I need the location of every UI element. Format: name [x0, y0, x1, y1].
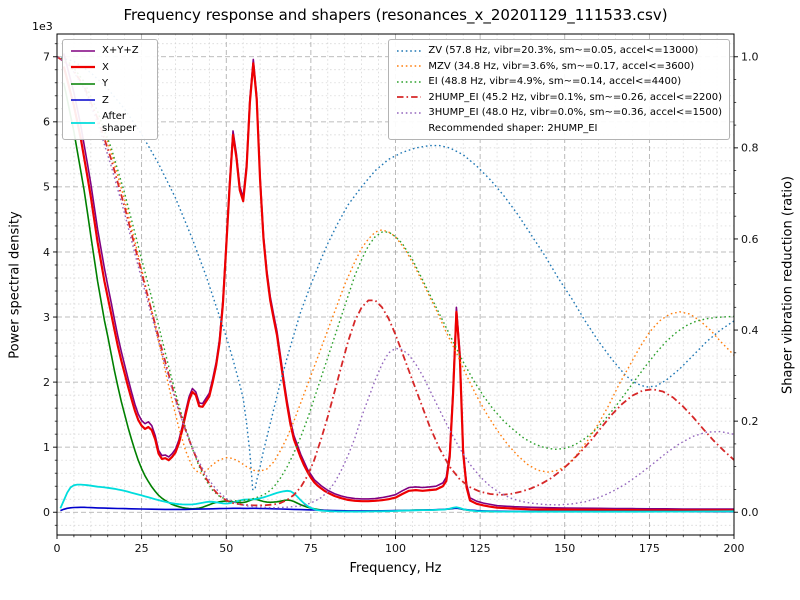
- legend-line-2hump-ei: [397, 96, 422, 99]
- y-left-tick-label: 5: [43, 181, 50, 194]
- chart-title: Frequency response and shapers (resonanc…: [123, 6, 668, 24]
- legend-line-mzv: [397, 65, 422, 67]
- y-right-tick-label: 0.6: [741, 233, 759, 246]
- series-mzv: [56, 56, 735, 475]
- legend-line-3hump-ei: [397, 112, 422, 114]
- legend-label-mzv: MZV (34.8 Hz, vibr=3.6%, sm~=0.17, accel…: [428, 60, 695, 72]
- y-left-tick-label: 6: [43, 116, 50, 129]
- y-left-tick-label: 3: [43, 311, 50, 324]
- x-tick-label: 125: [470, 542, 491, 555]
- legend-line-zv: [397, 50, 422, 52]
- legend-line-x: [71, 66, 95, 69]
- x-tick-label: 200: [724, 542, 745, 555]
- y-right-tick-label: 0.0: [741, 506, 759, 519]
- x-tick-label: 25: [135, 542, 149, 555]
- legend-label-xyz: X+Y+Z: [102, 45, 139, 56]
- y-axis-label-left: Power spectral density: [7, 211, 23, 359]
- series-ei: [56, 56, 735, 502]
- y-right-tick-label: 0.8: [741, 142, 759, 155]
- y-left-tick-label: 2: [43, 376, 50, 389]
- legend-item-x: X: [70, 62, 150, 74]
- x-axis-label: Frequency, Hz: [349, 561, 442, 576]
- y-left-tick-label: 0: [43, 506, 50, 519]
- y-right-tick-label: 0.2: [741, 415, 759, 428]
- series-zv: [56, 56, 735, 491]
- legend-item-z: Z: [70, 95, 150, 107]
- legend-item-y: Y: [70, 78, 150, 90]
- legend-item-ei: EI (48.8 Hz, vibr=4.9%, sm~=0.14, accel<…: [396, 76, 722, 88]
- legend-line-z: [71, 99, 95, 102]
- legend-measurements: X+Y+Z X Y Z After shaper: [62, 39, 158, 140]
- legend-item-xyz: X+Y+Z: [70, 45, 150, 57]
- x-tick-label: 0: [54, 542, 61, 555]
- y-left-tick-label: 4: [43, 246, 50, 259]
- legend-label-z: Z: [102, 94, 109, 106]
- legend-line-y: [71, 82, 95, 85]
- legend-label-x: X: [102, 61, 109, 73]
- legend-label-2hump-ei: 2HUMP_EI (45.2 Hz, vibr=0.1%, sm~=0.26, …: [428, 91, 722, 103]
- legend-item-zv: ZV (57.8 Hz, vibr=20.3%, sm~=0.05, accel…: [396, 45, 722, 57]
- y-right-tick-label: 1.0: [741, 51, 759, 64]
- legend-label-ei: EI (48.8 Hz, vibr=4.9%, sm~=0.14, accel<…: [428, 76, 682, 87]
- y-right-tick-label: 0.4: [741, 324, 759, 337]
- legend-line-ei: [397, 81, 422, 83]
- legend-label-y: Y: [102, 78, 109, 89]
- recommended-shaper-note: Recommended shaper: 2HUMP_EI: [428, 122, 598, 134]
- legend-label-after-shaper: After shaper: [102, 111, 137, 134]
- x-tick-label: 100: [385, 542, 406, 555]
- y-left-tick-label: 1: [43, 441, 50, 454]
- x-tick-label: 50: [219, 542, 233, 555]
- y-axis-label-right: Shaper vibration reduction (ratio): [780, 176, 796, 394]
- x-tick-label: 175: [639, 542, 660, 555]
- legend-item-2hump-ei: 2HUMP_EI (45.2 Hz, vibr=0.1%, sm~=0.26, …: [396, 92, 722, 104]
- legend-shapers: ZV (57.8 Hz, vibr=20.3%, sm~=0.05, accel…: [388, 39, 730, 140]
- legend-item-after-shaper: After shaper: [70, 111, 150, 134]
- series-2hump-ei: [56, 56, 735, 507]
- x-tick-label: 75: [304, 542, 318, 555]
- y-axis-offset-text: 1e3: [32, 20, 53, 33]
- x-tick-label: 150: [554, 542, 575, 555]
- legend-line-xyz: [71, 49, 95, 52]
- series-after-shaper: [59, 483, 735, 513]
- y-left-tick-label: 7: [43, 51, 50, 64]
- legend-label-3hump-ei: 3HUMP_EI (48.0 Hz, vibr=0.0%, sm~=0.36, …: [428, 107, 722, 118]
- legend-item-mzv: MZV (34.8 Hz, vibr=3.6%, sm~=0.17, accel…: [396, 61, 722, 73]
- legend-item-3hump-ei: 3HUMP_EI (48.0 Hz, vibr=0.0%, sm~=0.36, …: [396, 107, 722, 119]
- legend-label-zv: ZV (57.8 Hz, vibr=20.3%, sm~=0.05, accel…: [428, 45, 699, 56]
- series-x: [62, 62, 734, 512]
- legend-line-after-shaper: [71, 121, 95, 124]
